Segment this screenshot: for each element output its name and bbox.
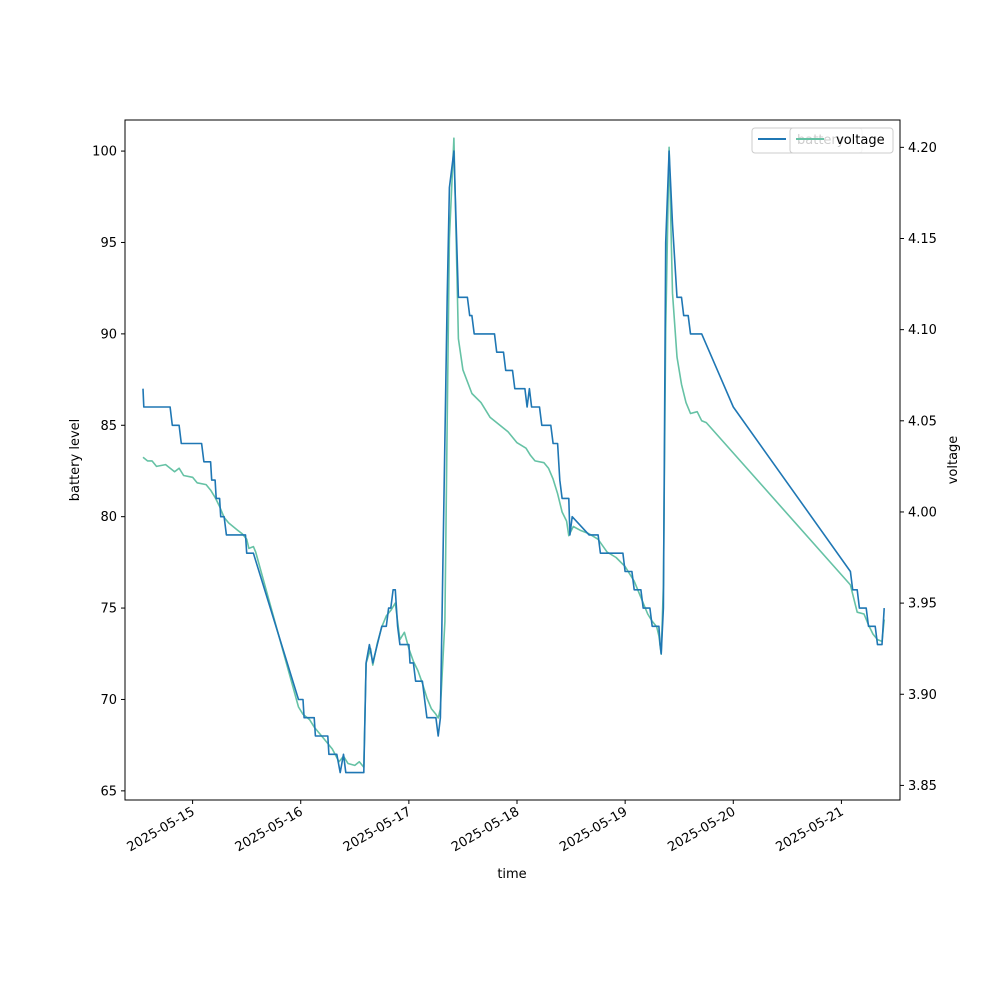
legend-voltage-box — [789, 127, 894, 154]
y2-tick-label: 4.05 — [908, 414, 937, 429]
series-layer — [142, 137, 885, 774]
y-tick-label: 100 — [92, 145, 117, 160]
legend-voltage-label: voltage — [836, 133, 885, 148]
y2-tick-label: 4.15 — [908, 232, 937, 247]
y2-tick-label: 4.00 — [908, 505, 937, 520]
plot-frame — [124, 119, 901, 801]
y2-tick-label: 4.10 — [908, 323, 937, 338]
y-tick-label: 85 — [100, 419, 117, 434]
right-axis: 3.85 3.90 3.95 4.00 4.05 4.10 4.15 4.20 — [900, 141, 937, 794]
series-line-battery — [142, 150, 885, 774]
y-tick-label: 80 — [100, 510, 117, 525]
y2-tick-label: 3.90 — [908, 688, 937, 703]
y2-tick-label: 3.95 — [908, 597, 937, 612]
y-tick-label: 75 — [100, 602, 117, 617]
y-tick-label: 90 — [100, 327, 117, 342]
x-axis-label: time — [497, 867, 526, 882]
y2-tick-label: 3.85 — [908, 779, 937, 794]
y-tick-label: 65 — [100, 784, 117, 799]
y2-axis-label: voltage — [946, 436, 961, 485]
y-axis-label: battery level — [68, 419, 83, 502]
left-axis: 65 70 75 80 85 90 95 100 — [92, 145, 125, 799]
legend-voltage: voltage — [789, 127, 894, 154]
y-tick-label: 70 — [100, 693, 117, 708]
y2-tick-label: 4.20 — [908, 141, 937, 156]
y-tick-label: 95 — [100, 236, 117, 251]
